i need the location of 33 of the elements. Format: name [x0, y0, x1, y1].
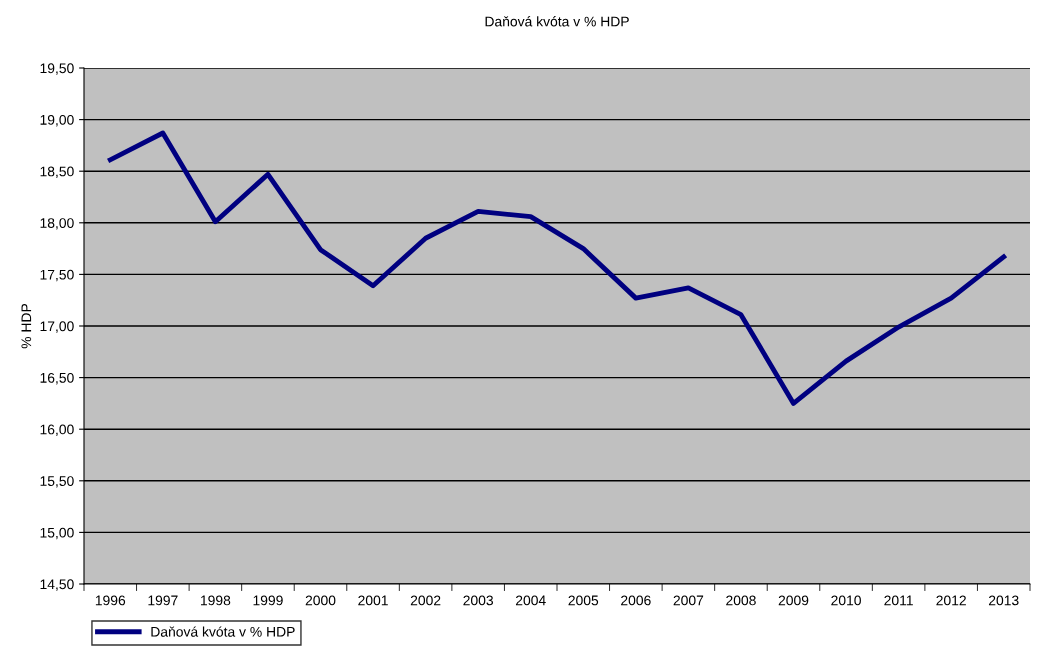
x-tick-label: 2003 [463, 595, 494, 606]
y-tick-label: 18,50 [40, 166, 74, 179]
x-tick-label: 2002 [410, 595, 441, 606]
x-tick-label: 2000 [305, 595, 336, 606]
y-tick-label: 15,00 [40, 527, 74, 540]
line-series [107, 130, 1007, 406]
x-tick-label: 2007 [673, 595, 704, 606]
x-tick-label: 2004 [515, 595, 546, 606]
x-tick-label: 2009 [778, 595, 809, 606]
x-tick-label: 1998 [201, 595, 231, 606]
x-tick-label: 1999 [253, 595, 283, 606]
x-tick-label: 2005 [568, 595, 599, 606]
chart-title: Daňová kvóta v % HDP [485, 16, 629, 27]
y-tick-label: 18,00 [40, 218, 74, 230]
y-tick-label: 17,00 [40, 321, 74, 333]
x-tick-label: 1997 [148, 595, 178, 606]
x-tick-label: 2010 [831, 595, 861, 606]
x-tick-label: 2012 [936, 595, 966, 606]
x-tick-label: 2011 [884, 595, 913, 606]
y-tick-label: 19,00 [40, 114, 74, 127]
y-axis-title: % HDP [21, 303, 32, 349]
y-tick-label: 16,50 [40, 372, 74, 385]
y-tick-label: 19,50 [40, 63, 74, 75]
x-tick-label: 2008 [726, 595, 756, 606]
x-tick-label: 2006 [621, 595, 651, 606]
x-tick-label: 2013 [988, 595, 1019, 606]
y-tick-label: 14,50 [40, 579, 74, 591]
x-tick-label: 2001 [358, 595, 388, 606]
legend-label: Daňová kvóta v % HDP [151, 626, 295, 637]
y-tick-label: 15,50 [40, 476, 74, 488]
x-tick-label: 1996 [95, 595, 126, 606]
y-tick-label: 17,50 [40, 269, 74, 282]
y-tick-label: 16,00 [40, 424, 74, 437]
